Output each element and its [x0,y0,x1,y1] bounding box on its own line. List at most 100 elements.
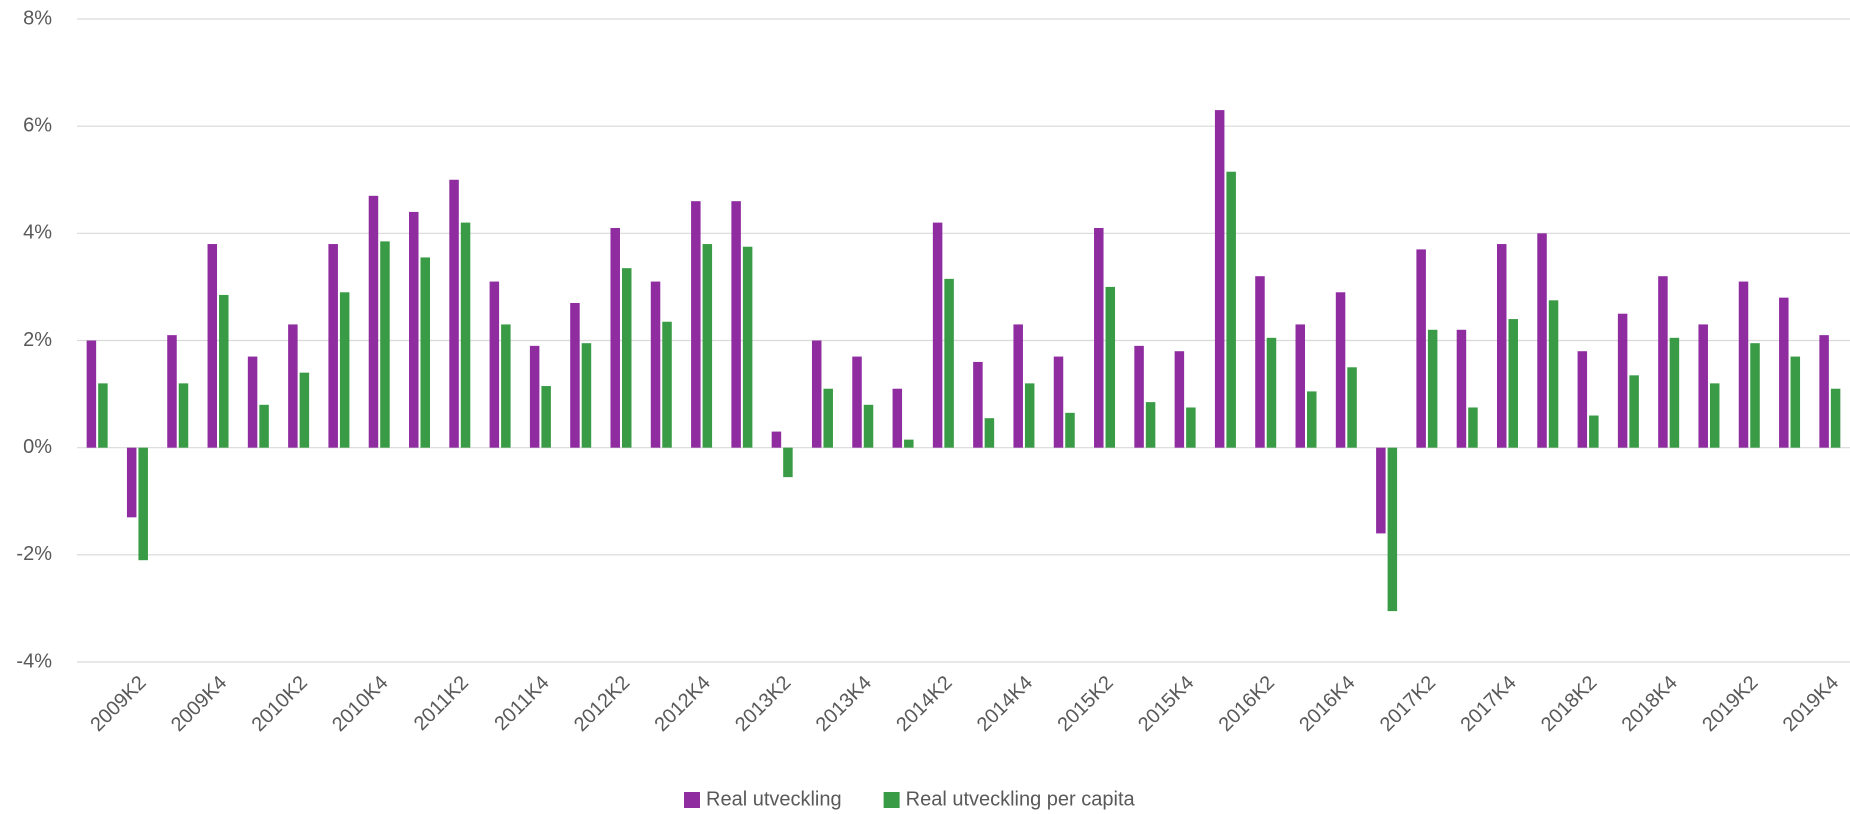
bar [944,278,954,448]
bar [167,335,177,448]
bar [984,418,995,448]
bar [98,383,108,448]
x-tick-label: 2016K4 [1295,672,1359,736]
bar [1145,402,1156,448]
bar [823,388,833,448]
bar [1819,335,1829,448]
x-tick-label: 2013K2 [731,672,795,736]
bar [178,383,189,448]
y-tick-label: -4% [16,650,52,672]
bar [299,372,310,448]
bar [1709,383,1720,448]
bar [1214,110,1225,448]
bar [662,321,672,448]
bar [541,386,551,448]
bar [1347,367,1357,448]
bar [904,439,914,448]
bar [420,257,431,448]
x-tick-label: 2016K2 [1215,672,1279,736]
x-tick-label: 2011K2 [410,672,473,735]
bar [1738,281,1749,448]
bar [247,356,258,448]
bar [207,244,218,448]
bar [852,356,862,448]
bar [691,201,701,448]
x-tick-label: 2014K2 [892,672,956,736]
bar [1698,324,1708,448]
x-tick-label: 2015K2 [1053,672,1117,736]
x-tick-label: 2017K2 [1376,672,1440,736]
bar [863,404,874,448]
bar [460,222,471,448]
bar [259,404,269,448]
bar [1496,244,1507,448]
bar [1053,356,1064,448]
bar [1658,276,1668,448]
bar [731,201,741,448]
bar [1750,343,1760,448]
bar [1779,297,1789,448]
bar [86,340,97,448]
x-tick-label: 2014K4 [973,672,1037,736]
bar [932,222,943,448]
bar [1830,388,1841,448]
x-tick-label: 2019K4 [1779,672,1843,736]
bar [1589,415,1599,448]
bar [1134,345,1144,448]
bar [742,246,753,448]
bar [1295,324,1306,448]
bar [126,447,137,518]
bar [529,345,540,448]
y-tick-label: -2% [16,543,52,565]
bar [811,340,822,448]
bar [1387,447,1398,612]
bar [1376,447,1386,534]
bar [581,343,592,448]
bar [1629,375,1639,448]
x-tick-label: 2012K2 [570,672,634,736]
bar [1013,324,1023,448]
x-tick-label: 2015K4 [1134,672,1198,736]
bar [1174,351,1185,448]
bar [702,244,713,448]
legend-swatch [883,792,900,808]
bar [449,179,459,448]
bar [1508,319,1518,448]
bar [1255,276,1265,448]
bar [138,447,148,561]
bar [1105,286,1116,448]
y-tick-label: 4% [23,222,52,244]
x-tick-label: 2009K2 [86,672,150,736]
bar [1335,292,1346,448]
y-tick-label: 8% [23,7,52,29]
bar [1790,356,1801,448]
x-tick-label: 2018K2 [1537,672,1601,736]
bar [650,281,661,448]
bar [610,227,620,448]
bar [1548,300,1559,448]
bar [501,324,511,448]
x-tick-label: 2010K4 [328,672,392,736]
y-tick-label: 6% [23,114,52,136]
bar [489,281,500,448]
bar [1024,383,1035,448]
bar [339,292,350,448]
bar [409,211,419,448]
bar [219,294,229,448]
bar [1307,391,1317,448]
x-tick-label: 2013K4 [812,672,876,736]
x-tick-label: 2009K4 [167,672,231,736]
bar [973,361,983,448]
legend-label: Real utveckling per capita [906,788,1136,810]
bar [1065,412,1075,448]
y-tick-label: 0% [23,436,52,458]
bar [1456,329,1467,448]
x-tick-label: 2010K2 [248,672,312,736]
bar [1186,407,1196,448]
bar [1226,171,1236,448]
x-tick-label: 2011K4 [490,672,553,735]
x-tick-label: 2018K4 [1618,672,1682,736]
x-tick-label: 2017K4 [1456,672,1520,736]
bar [1669,337,1680,448]
